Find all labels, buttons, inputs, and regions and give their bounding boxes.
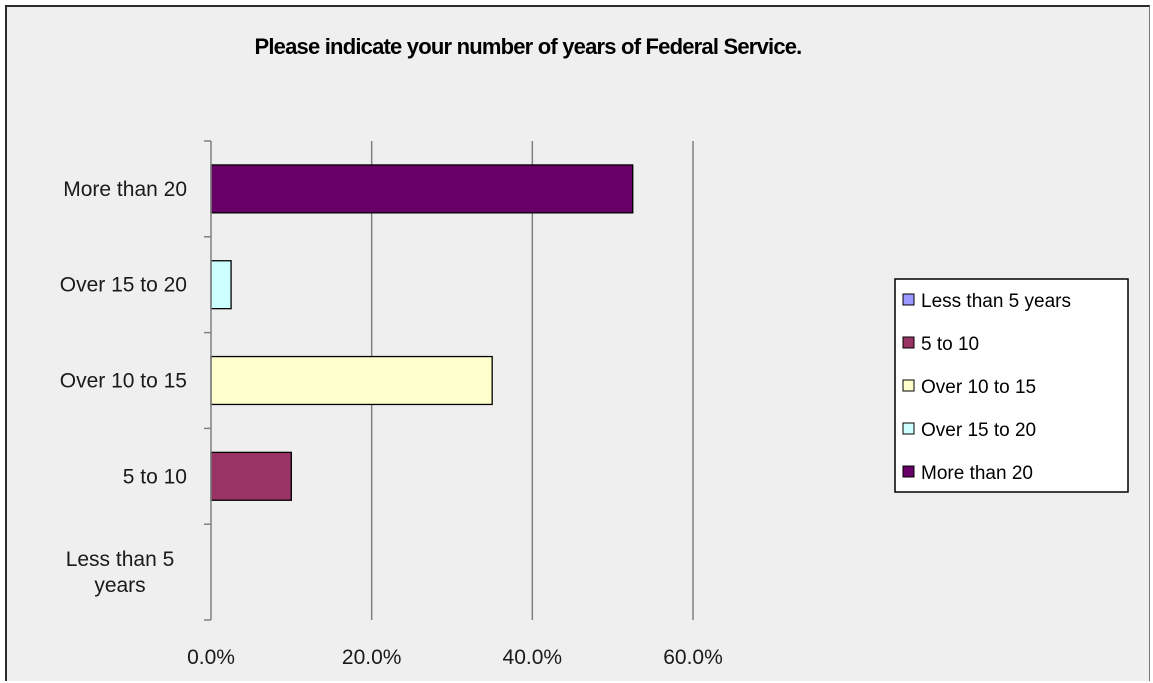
legend-label: Less than 5 years (921, 291, 1071, 312)
category-label-line: Over 10 to 15 (60, 370, 187, 393)
x-tick-label: 60.0% (663, 646, 723, 669)
legend-swatch-1 (902, 336, 915, 349)
category-label: 5 to 10 (123, 465, 187, 488)
axes: Less than 5 years 5 to 10 Over 10 to 15 Over… (60, 140, 723, 669)
x-tick-label: 20.0% (342, 646, 402, 669)
legend-swatch-3 (902, 422, 915, 435)
category-label: Over 10 to 15 (60, 370, 187, 393)
category-label: Over 15 to 20 (60, 274, 187, 297)
legend-swatch-2 (902, 379, 915, 392)
category-label-line: Over 15 to 20 (60, 274, 187, 297)
category-label: Less than 5 years (66, 548, 175, 597)
legend-box (894, 278, 1129, 493)
category-label-line: Less than 5 (66, 548, 175, 571)
chart-title: Please indicate your number of years of … (255, 34, 802, 59)
category-label-line: 5 to 10 (123, 465, 187, 488)
bar-3 (210, 260, 232, 310)
category-label: More than 20 (63, 178, 187, 201)
category-label-line: years (94, 574, 145, 597)
legend-swatch-0 (902, 293, 915, 306)
bars (210, 164, 634, 501)
x-tick-label: 0.0% (187, 646, 235, 669)
legend: Less than 5 years 5 to 10 Over 10 to 15 Ove… (894, 278, 1129, 493)
category-label-line: More than 20 (63, 178, 187, 201)
legend-label: More than 20 (921, 463, 1033, 484)
bar-1 (210, 451, 292, 501)
legend-swatch-4 (902, 465, 915, 478)
bar-2 (210, 355, 493, 406)
legend-label: Over 10 to 15 (921, 377, 1036, 398)
legend-label: Over 15 to 20 (921, 420, 1036, 441)
bar-4 (210, 164, 634, 214)
legend-label: 5 to 10 (921, 334, 979, 355)
x-tick-label: 40.0% (503, 646, 563, 669)
